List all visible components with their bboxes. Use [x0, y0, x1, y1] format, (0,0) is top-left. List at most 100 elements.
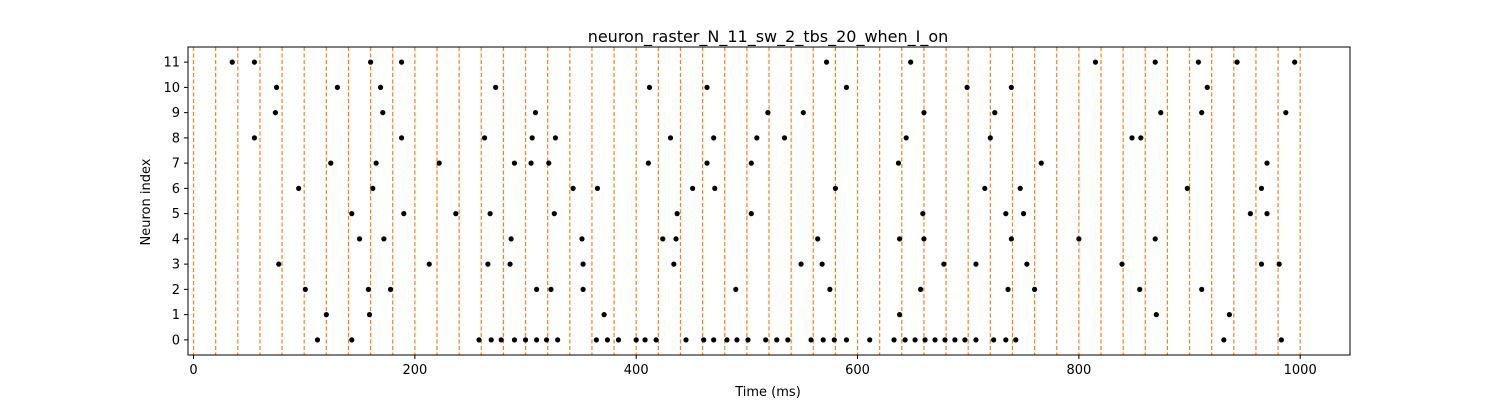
- y-tick-label: 10: [163, 81, 180, 96]
- spike-marker: [843, 84, 850, 90]
- spike-marker: [552, 135, 559, 141]
- spike-marker: [548, 286, 554, 292]
- spike-marker: [633, 337, 639, 343]
- spike-marker: [373, 160, 379, 166]
- x-tick-label: 200: [402, 363, 427, 378]
- spike-marker: [1137, 286, 1143, 292]
- spike-marker: [426, 261, 432, 267]
- spike-marker: [1013, 337, 1019, 343]
- spike-marker: [528, 160, 534, 166]
- y-tick-label: 3: [172, 258, 180, 273]
- spike-marker: [377, 84, 384, 90]
- spike-marker: [1258, 185, 1265, 191]
- y-tick-label: 7: [172, 157, 180, 172]
- spike-marker: [534, 337, 540, 343]
- spike-marker: [229, 59, 235, 65]
- spike-marker: [580, 286, 586, 292]
- spike-marker: [1292, 59, 1298, 65]
- x-tick-label: 1000: [1284, 363, 1317, 378]
- spike-marker: [1003, 337, 1009, 343]
- spike-marker: [823, 59, 830, 65]
- spike-marker: [754, 135, 760, 141]
- spike-marker: [748, 160, 754, 166]
- spike-marker: [1234, 59, 1240, 65]
- spike-marker: [815, 236, 821, 242]
- spike-marker: [529, 135, 535, 141]
- spike-marker: [296, 185, 302, 191]
- spike-marker: [667, 135, 674, 141]
- spike-marker: [673, 236, 679, 242]
- spike-marker: [843, 337, 850, 343]
- spike-marker: [711, 337, 717, 343]
- spike-marker: [902, 337, 908, 343]
- spike-marker: [798, 261, 804, 267]
- spike-marker: [774, 337, 780, 343]
- spike-marker: [570, 185, 576, 191]
- spike-marker: [832, 185, 839, 191]
- spike-marker: [487, 211, 493, 217]
- y-axis-label: Neuron index: [139, 158, 154, 245]
- spike-marker: [765, 110, 771, 116]
- spike-marker: [522, 337, 529, 343]
- spike-marker: [398, 59, 405, 65]
- spike-marker: [593, 337, 599, 343]
- spike-marker: [734, 337, 740, 343]
- spike-marker: [551, 211, 557, 217]
- spike-marker: [1226, 312, 1232, 318]
- y-tick-label: 8: [172, 131, 180, 146]
- spike-marker: [671, 261, 677, 267]
- spike-marker: [349, 337, 355, 343]
- spike-marker: [370, 185, 376, 191]
- spike-marker: [349, 211, 355, 217]
- spike-marker: [920, 211, 926, 217]
- spike-marker: [800, 110, 806, 116]
- spike-marker: [785, 337, 791, 343]
- spike-marker: [594, 185, 601, 191]
- spike-marker: [1032, 286, 1038, 292]
- x-tick-label: 400: [624, 363, 649, 378]
- spike-marker: [476, 337, 482, 343]
- spike-marker: [908, 59, 914, 65]
- spike-marker: [615, 337, 622, 343]
- spike-marker: [891, 337, 897, 343]
- spike-marker: [334, 84, 340, 90]
- x-tick-label: 800: [1066, 363, 1091, 378]
- spike-marker: [781, 135, 788, 141]
- spike-marker: [973, 337, 979, 343]
- spike-marker: [1184, 185, 1190, 191]
- spike-marker: [1199, 110, 1205, 116]
- y-tick-label: 6: [172, 182, 180, 197]
- y-tick-label: 0: [172, 333, 180, 348]
- spike-marker: [1008, 84, 1014, 90]
- spike-marker: [314, 337, 321, 343]
- spike-marker: [895, 160, 902, 166]
- spike-marker: [401, 211, 407, 217]
- spike-marker: [1199, 286, 1205, 292]
- spike-marker: [1258, 261, 1265, 267]
- spike-marker: [323, 312, 329, 318]
- spike-marker: [922, 337, 928, 343]
- spike-marker: [674, 211, 680, 217]
- spike-marker: [982, 185, 988, 191]
- spike-marker: [1204, 84, 1210, 90]
- spike-marker: [511, 337, 518, 343]
- spike-marker: [1276, 261, 1282, 267]
- spike-marker: [973, 261, 979, 267]
- y-tick-label: 5: [172, 207, 180, 222]
- spike-marker: [646, 84, 653, 90]
- spike-marker: [690, 185, 696, 191]
- spike-marker: [745, 337, 751, 343]
- spike-marker: [1017, 185, 1023, 191]
- spike-marker: [808, 337, 814, 343]
- spike-marker: [498, 337, 504, 343]
- x-tick-label: 0: [189, 363, 197, 378]
- spike-marker: [381, 236, 387, 242]
- spike-marker: [921, 236, 927, 242]
- plot-frame: [187, 46, 1351, 356]
- spike-marker: [508, 236, 514, 242]
- spike-marker: [1003, 211, 1009, 217]
- spike-marker: [251, 135, 257, 141]
- spike-marker: [1092, 59, 1099, 65]
- y-tick-label: 9: [172, 106, 180, 121]
